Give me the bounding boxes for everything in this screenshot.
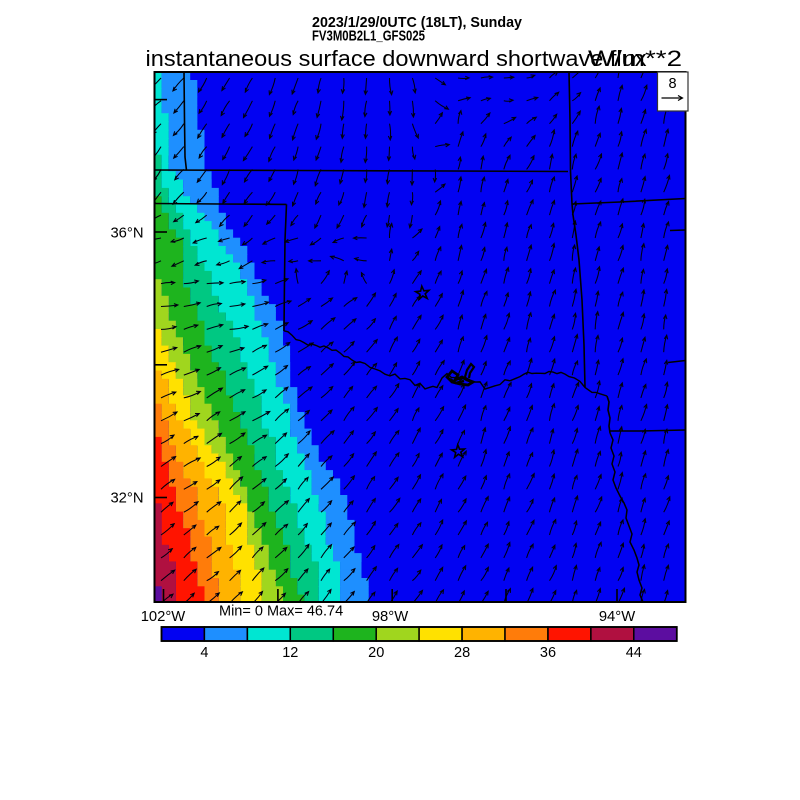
svg-text:2023/1/29/0UTC (18LT), Sunday: 2023/1/29/0UTC (18LT), Sunday: [312, 15, 523, 31]
svg-text:FV3M0B2L1_GFS025: FV3M0B2L1_GFS025: [312, 29, 425, 45]
svg-text:8: 8: [668, 76, 676, 92]
svg-text:36: 36: [540, 645, 556, 661]
svg-text:4: 4: [200, 645, 208, 661]
svg-text:28: 28: [454, 645, 470, 661]
svg-text:instantaneous surface downward: instantaneous surface downward shortwave…: [146, 46, 647, 71]
svg-text:98°W: 98°W: [372, 609, 408, 625]
svg-text:12: 12: [282, 645, 298, 661]
svg-text:44: 44: [626, 645, 642, 661]
svg-text:W/m**2: W/m**2: [588, 46, 682, 71]
svg-text:Min= 0 Max= 46.74: Min= 0 Max= 46.74: [219, 604, 343, 620]
svg-text:32°N: 32°N: [110, 491, 143, 507]
svg-text:20: 20: [368, 645, 384, 661]
svg-text:94°W: 94°W: [599, 609, 635, 625]
svg-text:36°N: 36°N: [110, 226, 143, 242]
svg-text:102°W: 102°W: [141, 609, 186, 625]
